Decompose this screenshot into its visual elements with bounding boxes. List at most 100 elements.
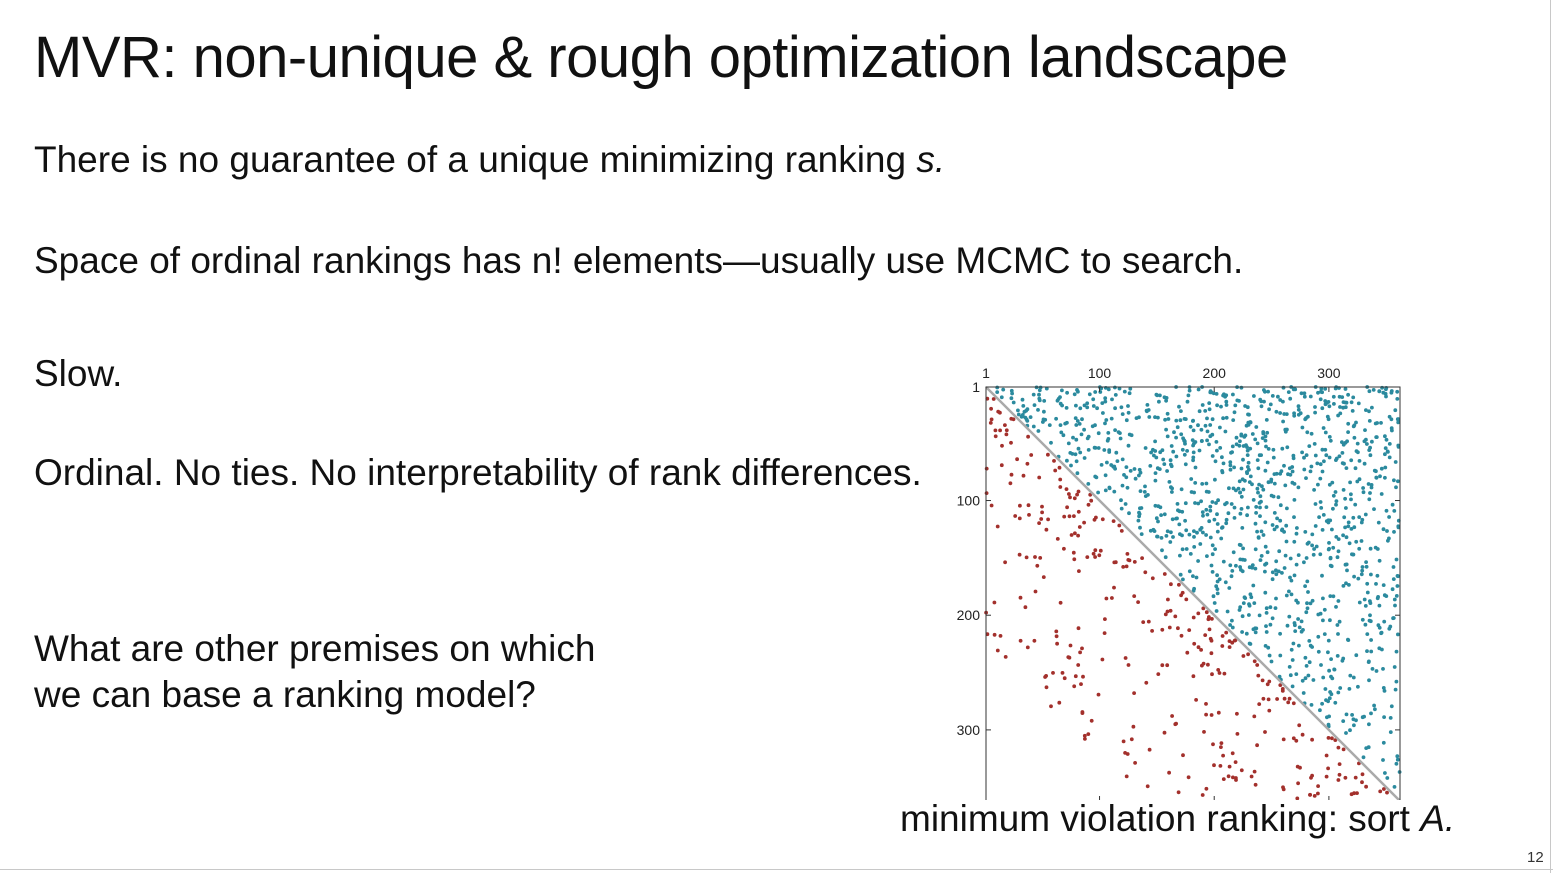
upper-point: [1205, 438, 1209, 443]
upper-point: [1283, 483, 1288, 488]
upper-point: [1197, 448, 1202, 453]
upper-point: [1261, 431, 1266, 436]
lower-point: [1033, 589, 1038, 594]
lower-point: [1282, 696, 1287, 701]
lower-point: [1312, 794, 1317, 798]
upper-point: [1165, 469, 1169, 473]
upper-point: [1154, 455, 1159, 460]
upper-point: [1126, 410, 1131, 415]
upper-point: [1392, 530, 1396, 534]
upper-point: [1239, 385, 1244, 390]
upper-point: [1153, 503, 1158, 508]
lower-point: [1003, 423, 1007, 427]
upper-point: [1384, 394, 1388, 399]
upper-point: [1387, 455, 1392, 460]
upper-point: [1381, 686, 1386, 690]
lower-point: [1062, 514, 1067, 519]
lower-point: [1278, 683, 1283, 687]
upper-point: [1103, 473, 1108, 478]
upper-point: [1368, 613, 1372, 618]
upper-point: [1366, 482, 1371, 486]
lower-point: [1004, 428, 1009, 433]
upper-point: [1228, 463, 1233, 468]
lower-point: [1196, 611, 1201, 616]
upper-point: [1239, 507, 1244, 511]
upper-point: [1337, 394, 1342, 399]
upper-point: [1224, 415, 1229, 420]
upper-point: [1207, 407, 1212, 412]
upper-point: [1336, 549, 1341, 554]
upper-point: [1387, 414, 1392, 419]
lower-point: [1235, 711, 1239, 716]
lower-point: [1246, 652, 1250, 657]
lower-point: [1032, 638, 1037, 643]
upper-point: [1214, 392, 1219, 396]
upper-point: [1269, 659, 1274, 664]
upper-point: [1285, 445, 1290, 450]
upper-point: [1336, 537, 1341, 541]
upper-point: [1395, 757, 1400, 762]
upper-point: [1213, 477, 1217, 482]
upper-point: [1125, 485, 1130, 490]
upper-point: [1334, 502, 1338, 507]
upper-point: [1342, 515, 1347, 520]
upper-point: [1346, 638, 1351, 642]
upper-point: [1220, 526, 1224, 530]
upper-point: [1299, 619, 1304, 624]
upper-point: [1199, 499, 1203, 504]
upper-point: [1188, 424, 1193, 429]
lower-point: [1054, 629, 1059, 634]
lower-point: [1162, 730, 1167, 735]
lower-point: [1343, 775, 1348, 780]
upper-point: [1256, 536, 1261, 540]
lower-point: [1226, 774, 1231, 779]
upper-point: [1303, 676, 1308, 681]
y-tick-label: 200: [957, 607, 981, 623]
upper-point: [1320, 528, 1325, 532]
lower-point: [1124, 564, 1129, 569]
upper-point: [1171, 449, 1176, 454]
upper-point: [1289, 647, 1294, 652]
lower-point: [1286, 700, 1291, 705]
upper-point: [1257, 482, 1261, 487]
upper-point: [1372, 703, 1376, 708]
lower-point: [1218, 764, 1223, 768]
lower-point: [1100, 517, 1105, 522]
upper-point: [1393, 460, 1398, 464]
upper-point: [1306, 540, 1311, 545]
upper-point: [1219, 404, 1223, 409]
lower-point: [1210, 617, 1214, 621]
upper-point: [1232, 410, 1237, 415]
upper-point: [1254, 626, 1259, 631]
upper-point: [1156, 504, 1161, 509]
upper-point: [1388, 716, 1393, 720]
lower-point: [1216, 710, 1221, 715]
upper-point: [1237, 542, 1242, 547]
upper-point: [1290, 684, 1295, 689]
upper-point: [1188, 552, 1193, 556]
upper-point: [1392, 509, 1397, 513]
lower-point: [1316, 791, 1320, 796]
upper-point: [1363, 622, 1368, 627]
upper-point: [1277, 674, 1282, 679]
upper-point: [1234, 563, 1238, 568]
lower-point: [1039, 517, 1044, 521]
upper-point: [1278, 503, 1283, 508]
upper-point: [1286, 390, 1291, 394]
lower-point: [1203, 633, 1208, 637]
upper-point: [1233, 403, 1238, 408]
upper-point: [1020, 397, 1025, 402]
upper-point: [1215, 587, 1220, 591]
upper-point: [1224, 521, 1229, 526]
lower-point: [1167, 770, 1171, 775]
upper-point: [1241, 444, 1246, 448]
lower-point: [1235, 732, 1240, 736]
upper-point: [1208, 423, 1213, 427]
upper-point: [1382, 689, 1387, 693]
upper-point: [1306, 414, 1310, 419]
upper-point: [1379, 466, 1384, 471]
upper-point: [1278, 411, 1282, 415]
lower-point: [1378, 789, 1383, 794]
upper-point: [1344, 562, 1349, 567]
plot-caption: minimum violation ranking: sort A.: [900, 798, 1455, 841]
